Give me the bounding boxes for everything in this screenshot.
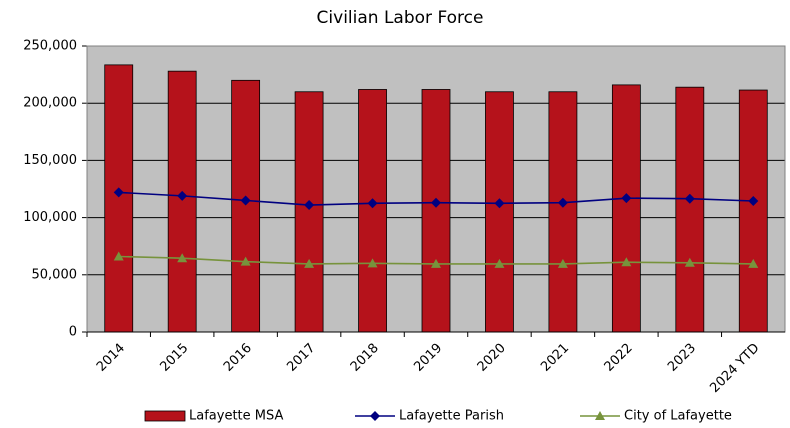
bar bbox=[231, 79, 261, 333]
line-marker bbox=[431, 258, 441, 268]
line-marker bbox=[240, 256, 251, 266]
x-tick-label: 2021 bbox=[538, 341, 572, 375]
x-tick-label: 2016 bbox=[221, 341, 255, 375]
line-marker bbox=[748, 196, 759, 207]
y-tick-label: 150,000 bbox=[23, 153, 77, 168]
legend-item: Lafayette MSA bbox=[144, 409, 283, 424]
y-tick-label: 0 bbox=[69, 325, 77, 340]
line-marker bbox=[304, 200, 315, 211]
x-tick-label: 2020 bbox=[475, 341, 509, 375]
line-marker bbox=[748, 258, 759, 268]
line-marker bbox=[370, 411, 380, 421]
y-tick-label: 100,000 bbox=[23, 210, 77, 225]
legend-item: Lafayette Parish bbox=[355, 409, 504, 424]
x-tick-label: 2018 bbox=[348, 341, 382, 375]
line-marker bbox=[684, 193, 695, 204]
line-marker bbox=[177, 253, 188, 263]
bar bbox=[294, 91, 324, 333]
line-marker bbox=[494, 198, 505, 209]
bar bbox=[611, 84, 641, 333]
x-tick-label: 2019 bbox=[411, 341, 445, 375]
line-marker bbox=[304, 258, 315, 268]
line-marker bbox=[684, 257, 695, 267]
line-marker bbox=[557, 258, 568, 268]
line-marker bbox=[113, 187, 124, 198]
x-tick-label: 2022 bbox=[602, 341, 636, 375]
line-marker bbox=[177, 190, 188, 201]
legend-swatch bbox=[144, 410, 186, 422]
bar bbox=[421, 89, 451, 333]
line-marker bbox=[113, 251, 124, 261]
x-tick-label: 2017 bbox=[284, 341, 318, 375]
legend-item: City of Lafayette bbox=[580, 409, 732, 424]
legend-label: Lafayette MSA bbox=[189, 409, 283, 424]
line-marker bbox=[595, 411, 605, 420]
y-tick-label: 200,000 bbox=[23, 96, 77, 111]
y-tick-label: 250,000 bbox=[23, 39, 77, 54]
bar bbox=[167, 70, 197, 333]
y-tick-label: 50,000 bbox=[32, 267, 78, 282]
x-tick-label: 2015 bbox=[157, 341, 191, 375]
bar bbox=[485, 91, 514, 333]
line-marker bbox=[240, 195, 251, 206]
bar bbox=[358, 89, 387, 333]
line-marker bbox=[494, 258, 505, 268]
x-tick-label: 2023 bbox=[665, 341, 699, 375]
line-marker bbox=[621, 257, 632, 267]
line-marker bbox=[621, 193, 632, 204]
line-marker bbox=[557, 197, 568, 208]
bar bbox=[548, 91, 578, 333]
legend-label: Lafayette Parish bbox=[399, 409, 504, 424]
line-marker bbox=[431, 197, 441, 208]
bar bbox=[738, 89, 768, 333]
x-tick-label: 2014 bbox=[94, 341, 128, 375]
bar bbox=[675, 86, 705, 333]
line-marker bbox=[367, 198, 378, 209]
legend-label: City of Lafayette bbox=[624, 409, 732, 424]
x-tick-label: 2024 YTD bbox=[707, 341, 762, 396]
bar bbox=[104, 64, 134, 333]
chart-title: Civilian Labor Force bbox=[317, 8, 484, 28]
line-marker bbox=[367, 258, 378, 268]
